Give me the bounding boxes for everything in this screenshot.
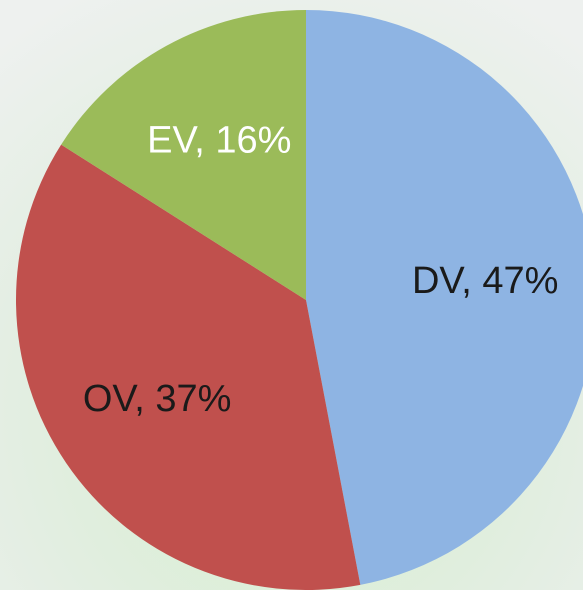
pie-slice: [306, 10, 583, 585]
data-label: OV, 37%: [83, 378, 232, 420]
data-label: DV, 47%: [412, 260, 558, 302]
pie-slice: [16, 144, 361, 590]
pie: DV, 47% OV, 37% EV, 16%: [16, 10, 583, 590]
pie-slice: [61, 10, 307, 300]
data-label: EV, 16%: [147, 119, 291, 161]
